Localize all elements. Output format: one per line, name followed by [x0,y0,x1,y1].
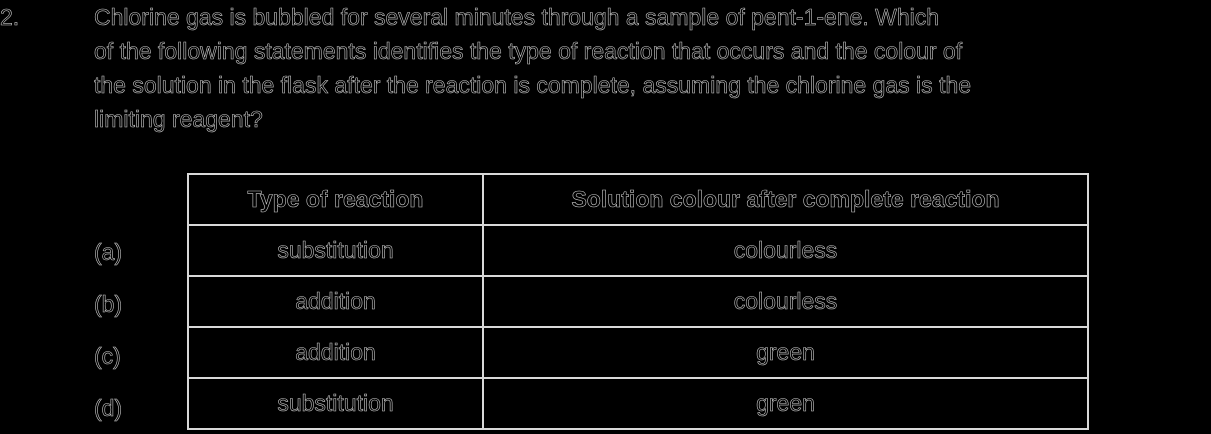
solution-colour-cell: green [482,377,1089,430]
header-solution-colour: Solution colour after complete reaction [482,173,1089,226]
table-row[interactable]: addition green [187,326,1089,379]
solution-colour-cell: colourless [482,275,1089,328]
question-number: 2. [0,4,20,31]
reaction-type-cell: substitution [187,224,484,277]
table-header-row: Type of reaction Solution colour after c… [187,173,1089,226]
reaction-type-cell: substitution [187,377,484,430]
reaction-type-cell: addition [187,275,484,328]
option-label-a[interactable]: (a) [94,239,123,266]
reaction-type-cell: addition [187,326,484,379]
answer-table: Type of reaction Solution colour after c… [187,173,1089,430]
question-text: Chlorine gas is bubbled for several minu… [94,0,1211,136]
option-label-d[interactable]: (d) [94,395,123,422]
solution-colour-cell: green [482,326,1089,379]
option-label-b[interactable]: (b) [94,291,123,318]
table-row[interactable]: substitution green [187,377,1089,430]
solution-colour-cell: colourless [482,224,1089,277]
option-label-c[interactable]: (c) [94,343,121,370]
table-row[interactable]: addition colourless [187,275,1089,328]
question-line: of the following statements identifies t… [94,38,963,65]
question-line: the solution in the flask after the reac… [94,72,972,99]
table-row[interactable]: substitution colourless [187,224,1089,277]
question-line: limiting reagent? [94,106,263,133]
question-line: Chlorine gas is bubbled for several minu… [94,4,940,31]
header-type-of-reaction: Type of reaction [187,173,484,226]
option-labels: (a) (b) (c) (d) [94,226,174,434]
